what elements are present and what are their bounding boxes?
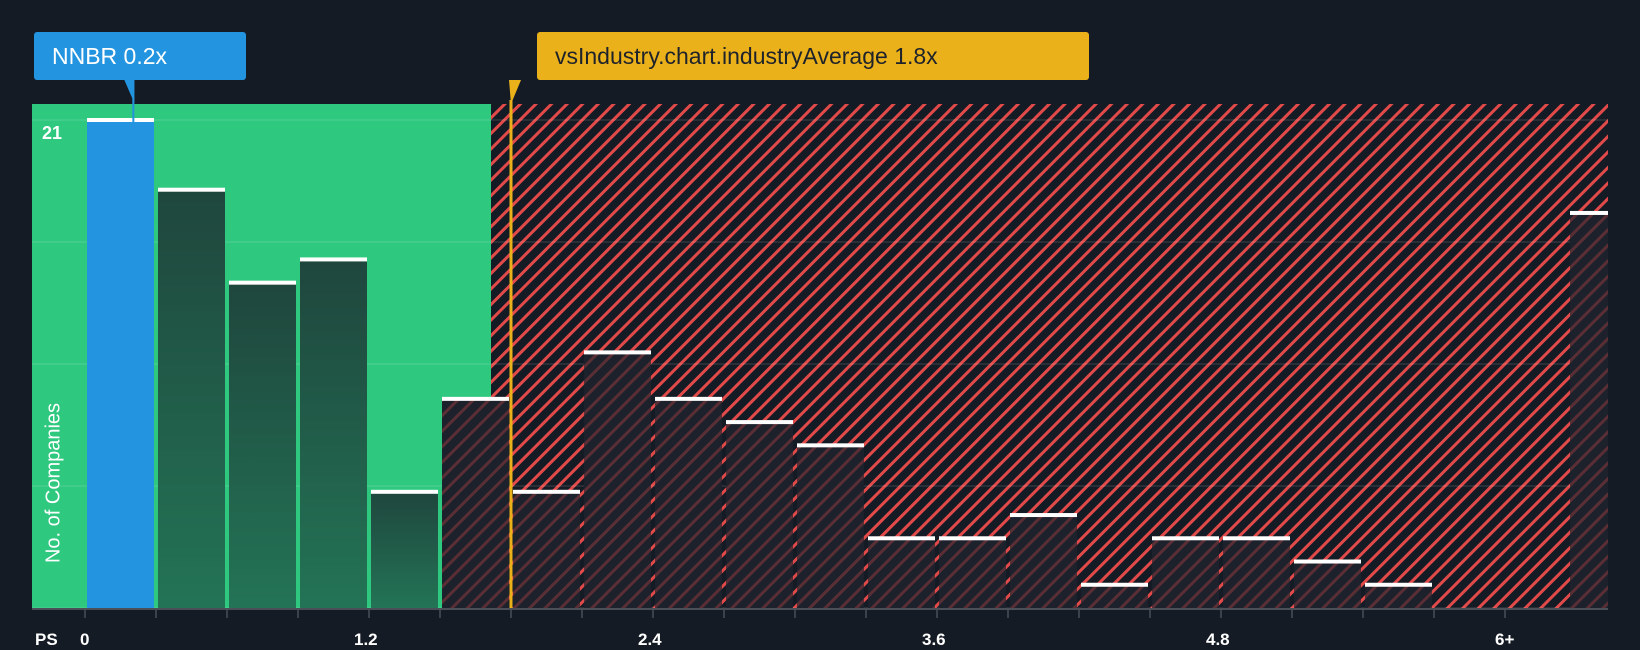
histogram-bar: [1365, 584, 1432, 608]
bar-top-marker: [513, 489, 580, 494]
histogram-bar: [939, 538, 1006, 608]
histogram-bar: [87, 120, 154, 608]
bar-top-marker: [1223, 536, 1290, 541]
bar-top-marker: [939, 536, 1006, 541]
bar-top-marker: [158, 187, 225, 192]
bar-top-marker: [87, 118, 154, 122]
histogram-bar: [300, 259, 367, 608]
histogram-bar: [726, 422, 793, 608]
histogram-bar: [1570, 212, 1608, 608]
bar-top-marker: [1365, 582, 1432, 587]
histogram-bar: [797, 445, 864, 608]
bar-top-marker: [229, 280, 296, 285]
histogram-bar: [1223, 538, 1290, 608]
bar-top-marker: [371, 489, 438, 494]
bar-top-marker: [584, 350, 651, 355]
bar-top-marker: [1152, 536, 1219, 541]
x-axis-title: PS: [35, 630, 58, 649]
histogram-bar: [158, 189, 225, 608]
bar-top-marker: [1081, 582, 1148, 587]
histogram-bar: [442, 398, 509, 608]
x-tick-label: 4.8: [1206, 630, 1230, 649]
y-axis-title: No. of Companies: [42, 402, 65, 564]
industry-average-callout: vsIndustry.chart.industryAverage 1.8x: [537, 32, 1089, 80]
x-tick-label: 2.4: [638, 630, 662, 649]
company-callout-pointer: [124, 80, 135, 103]
industry-callout-pointer: [509, 80, 521, 104]
bar-top-marker: [797, 443, 864, 448]
x-tick-label: 3.6: [922, 630, 946, 649]
markers: [124, 80, 521, 608]
x-tick-label: 0: [80, 630, 90, 649]
x-tick-label: 6+: [1495, 630, 1515, 649]
histogram-bar: [229, 282, 296, 608]
histogram-bar: [1294, 561, 1361, 608]
x-axis: [32, 608, 1608, 618]
histogram-bar: [584, 352, 651, 608]
histogram-bar: [371, 491, 438, 608]
bar-top-marker: [726, 420, 793, 425]
bar-top-marker: [868, 536, 935, 541]
histogram-bar: [1081, 584, 1148, 608]
histogram-bar: [513, 491, 580, 608]
histogram-bars: [87, 118, 1608, 608]
histogram-bar: [868, 538, 935, 608]
bar-top-marker: [300, 257, 367, 262]
bar-top-marker: [1570, 210, 1608, 215]
bar-top-marker: [1010, 513, 1077, 518]
company-ps-callout: NNBR 0.2x: [34, 32, 246, 80]
bar-top-marker: [655, 396, 722, 401]
histogram-bar: [655, 398, 722, 608]
bar-top-marker: [1294, 559, 1361, 564]
histogram-bar: [1010, 515, 1077, 608]
bar-top-marker: [442, 396, 509, 401]
y-max-label: 21: [42, 123, 63, 143]
x-tick-label: 1.2: [354, 630, 378, 649]
histogram-bar: [1152, 538, 1219, 608]
